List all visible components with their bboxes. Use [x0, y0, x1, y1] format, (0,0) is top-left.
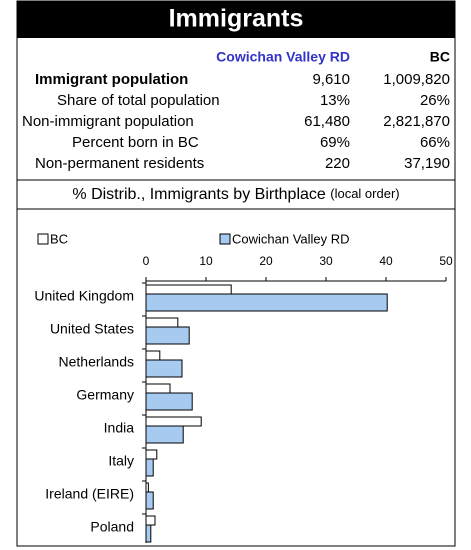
section-title: % Distrib., Immigrants by Birthplace (lo…	[72, 186, 399, 203]
bar	[145, 326, 190, 345]
y-tick-label: Ireland (EIRE)	[45, 486, 134, 502]
x-tick-label: 50	[439, 254, 453, 268]
bar	[145, 449, 158, 460]
bar	[145, 416, 202, 427]
legend-swatch	[37, 233, 49, 245]
chart-box	[16, 208, 456, 547]
row-label: Non-permanent residents	[35, 155, 204, 172]
title-bar	[17, 1, 455, 38]
column-header: BC	[430, 49, 450, 65]
cell: 13%	[320, 92, 350, 109]
y-tick-label: Poland	[90, 519, 134, 535]
bar	[145, 425, 184, 444]
row-label: Share of total population	[57, 92, 220, 109]
cell: 37,190	[404, 155, 450, 172]
legend-label: BC	[50, 231, 68, 246]
section-note: (local order)	[330, 186, 399, 201]
row-label: Non-immigrant population	[22, 113, 194, 130]
cell: 61,480	[304, 113, 350, 130]
x-tick-label: 40	[379, 254, 393, 268]
legend-label: Cowichan Valley RD	[232, 231, 350, 246]
bar	[145, 392, 193, 411]
bar	[145, 491, 154, 510]
section-title-text: % Distrib., Immigrants by Birthplace	[72, 186, 326, 203]
title: Immigrants	[169, 5, 304, 33]
frame	[16, 0, 456, 547]
bar	[145, 284, 232, 295]
cell: 1,009,820	[383, 71, 450, 88]
bar	[145, 383, 171, 394]
y-tick-label: United Kingdom	[34, 288, 134, 304]
x-tick-label: 20	[259, 254, 273, 268]
bar	[145, 359, 183, 378]
y-tick-label: Italy	[108, 453, 134, 469]
bar	[145, 317, 179, 328]
x-tick-label: 10	[199, 254, 213, 268]
row-label: Immigrant population	[35, 71, 188, 88]
bar	[145, 458, 154, 477]
y-tick-label: India	[104, 420, 135, 436]
cell: 69%	[320, 134, 350, 151]
bar	[145, 515, 156, 526]
cell: 220	[325, 155, 350, 172]
cell: 9,610	[312, 71, 350, 88]
row-label: Percent born in BC	[72, 134, 199, 151]
bar	[145, 293, 388, 312]
y-tick-label: Netherlands	[59, 354, 135, 370]
bar	[145, 524, 152, 543]
bar	[145, 350, 161, 361]
x-tick-label: 0	[143, 254, 150, 268]
legend-swatch	[219, 233, 231, 245]
x-tick-label: 30	[319, 254, 333, 268]
y-tick-label: Germany	[76, 387, 134, 403]
cell: 26%	[420, 92, 450, 109]
column-header: Cowichan Valley RD	[216, 49, 350, 65]
cell: 66%	[420, 134, 450, 151]
y-tick-label: United States	[50, 321, 134, 337]
cell: 2,821,870	[383, 113, 450, 130]
